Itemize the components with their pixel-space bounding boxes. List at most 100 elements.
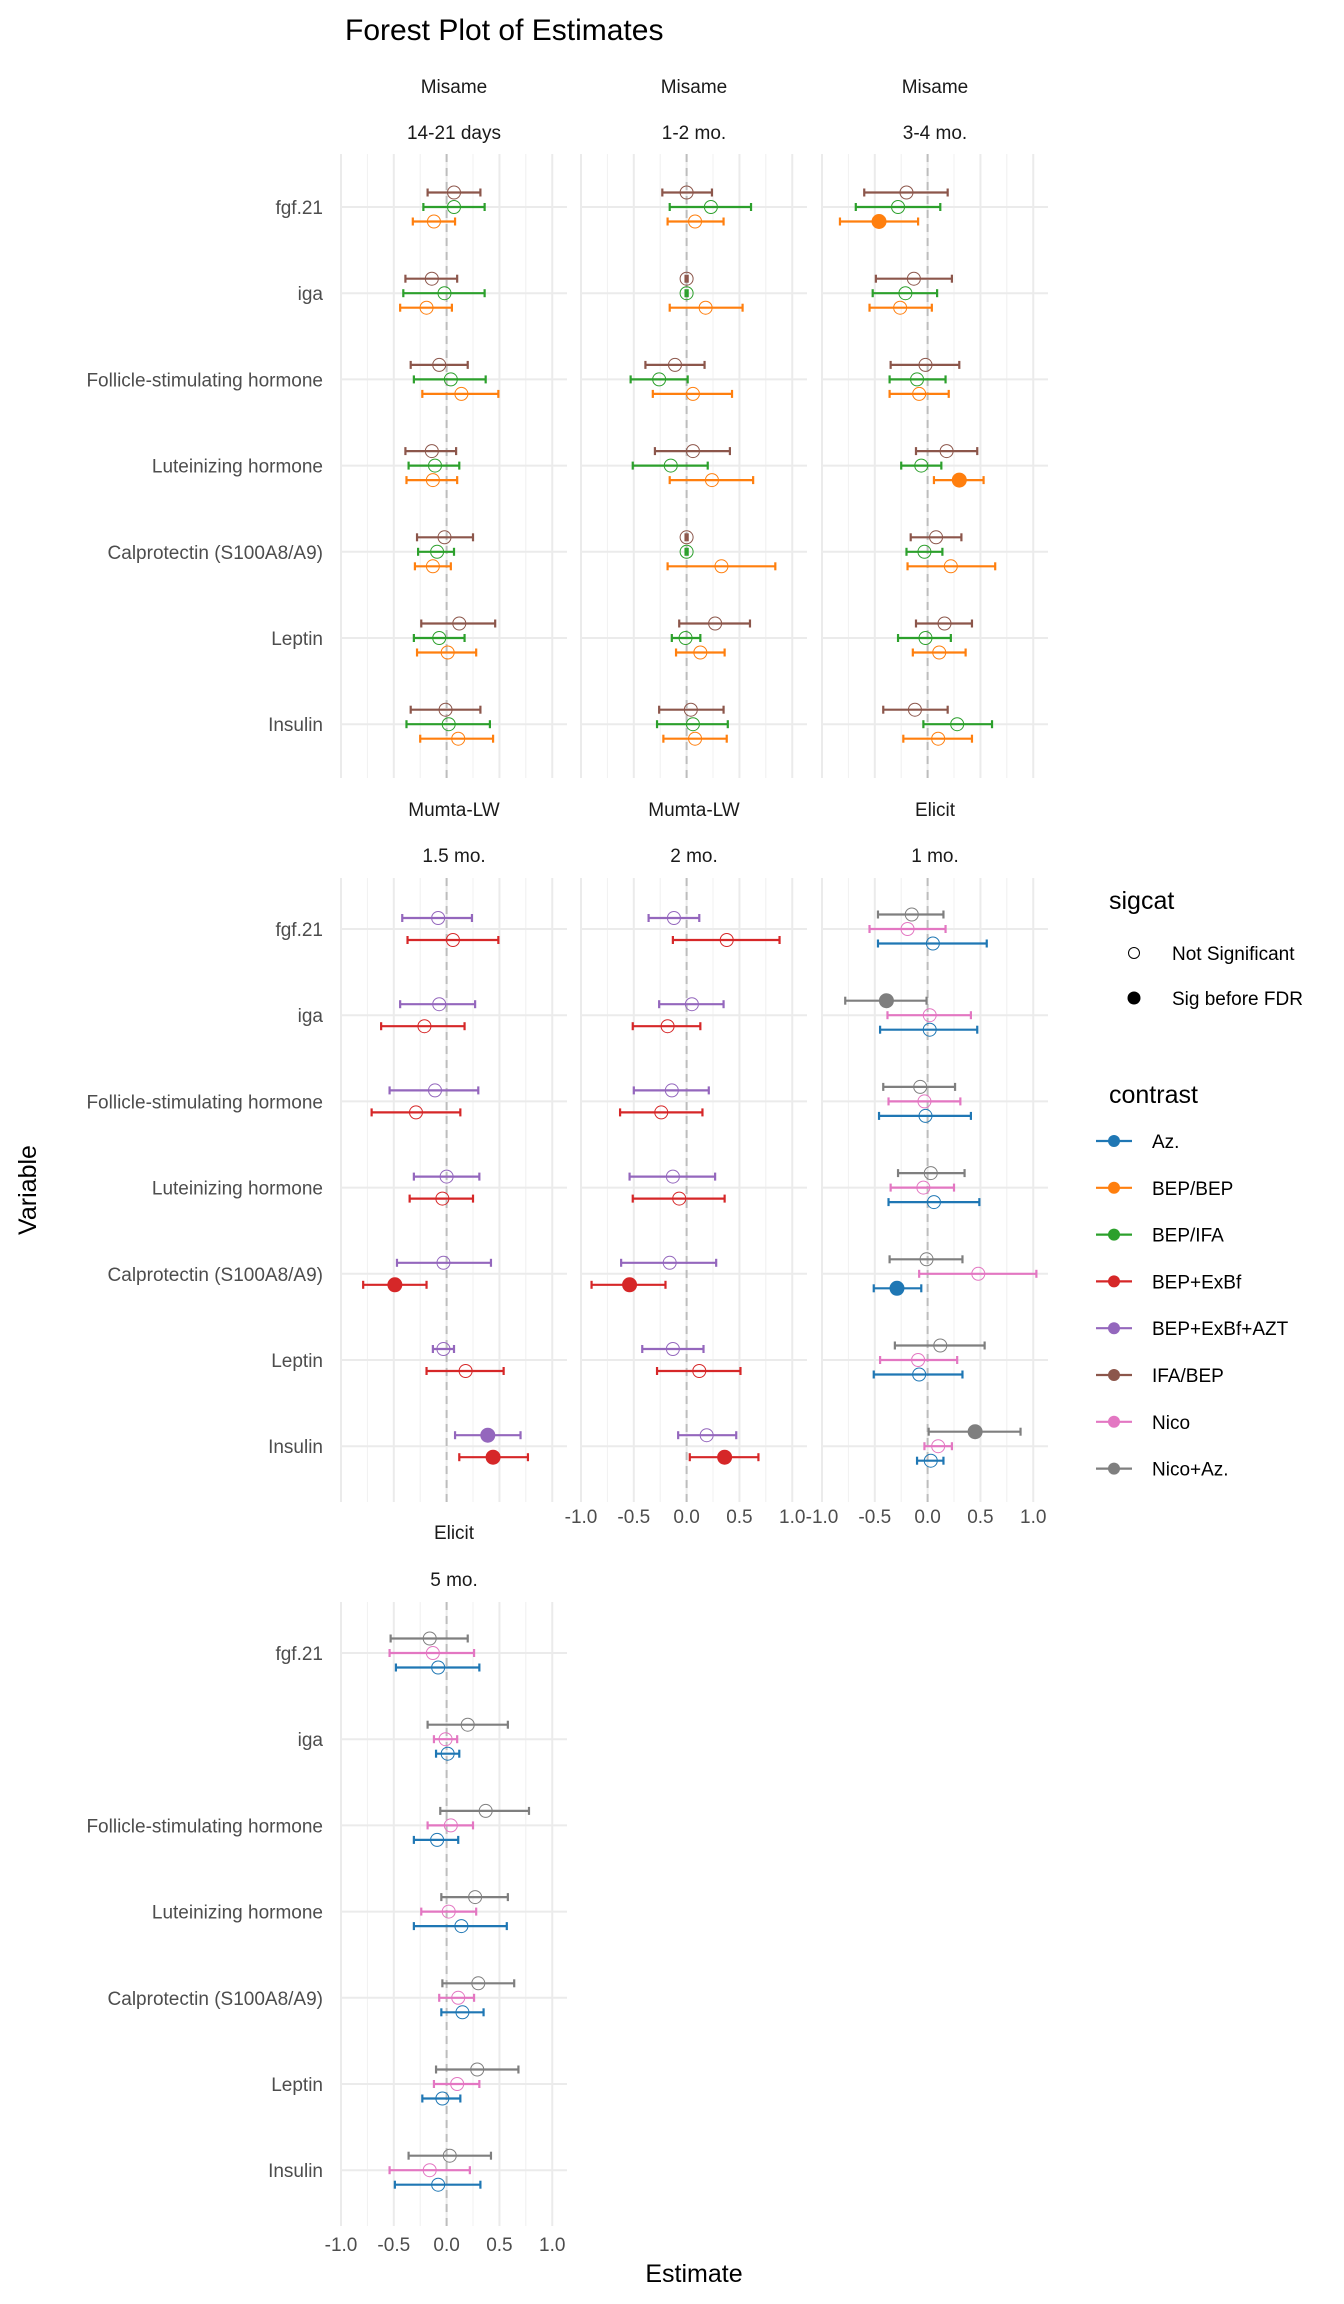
point-not-significant [436, 1255, 451, 1270]
y-tick-label: Leptin [271, 1351, 323, 1372]
panel-elicit-5-mo: Elicit 5 mo. [340, 1523, 567, 2226]
estimate-nico-iga [886, 1008, 973, 1023]
point-not-significant [440, 645, 455, 660]
estimate-az-leptin [421, 2091, 462, 2106]
estimate-bep-ifa-follicle-stimulating-hormone [629, 372, 689, 387]
point-not-significant [916, 1180, 931, 1195]
estimate-bep-exbf-luteinizing-hormone [631, 1191, 726, 1206]
estimate-nico-leptin [878, 1353, 959, 1367]
legend-label: IFA/BEP [1152, 1366, 1224, 1387]
estimate-nico-az-insulin [927, 1424, 1022, 1440]
panel-strip-timepoint: 3-4 mo. [903, 123, 967, 144]
estimate-bep-exbf-azt-leptin [431, 1342, 456, 1356]
y-tick-label: Insulin [268, 2161, 323, 2182]
point-not-significant [447, 200, 461, 214]
panel-strip-timepoint: 2 mo. [670, 846, 718, 867]
point-not-significant [468, 1890, 483, 1905]
legend-item-bep-bep: BEP/BEP [1096, 1179, 1233, 1200]
estimate-bep-bep-follicle-stimulating-hormone [888, 386, 950, 401]
point-not-significant [425, 473, 440, 488]
y-tick-label: Follicle-stimulating hormone [86, 370, 323, 391]
point-not-significant [923, 1453, 938, 1468]
y-tick-label: fgf.21 [275, 198, 323, 219]
point-not-significant [918, 1108, 933, 1123]
estimate-ifa-bep-insulin [882, 702, 949, 717]
estimate-ifa-bep-calprotectin-s100a8-a9 [909, 530, 963, 545]
estimate-nico-az-iga [426, 1717, 509, 1732]
legend-point-icon [1108, 1228, 1120, 1241]
point-not-significant [708, 616, 723, 631]
point-not-significant [654, 1105, 669, 1120]
estimate-ifa-bep-follicle-stimulating-hormone [409, 357, 469, 372]
x-tick-label: -1.0 [325, 2235, 358, 2256]
estimate-bep-ifa-insulin [405, 717, 492, 732]
estimate-az-follicle-stimulating-hormone [877, 1108, 973, 1123]
x-tick-label: 0.0 [914, 1507, 940, 1528]
point-not-significant [436, 1342, 451, 1356]
estimate-nico-insulin [388, 2163, 471, 2178]
point-not-significant [939, 444, 954, 459]
estimate-bep-exbf-follicle-stimulating-hormone [370, 1105, 462, 1120]
point-not-significant [438, 702, 453, 717]
filled-circle-icon [1127, 991, 1141, 1005]
legend-point-icon [1108, 1181, 1120, 1194]
point-not-significant [478, 1803, 493, 1818]
y-tick-label: iga [298, 1006, 324, 1027]
estimate-bep-exbf-azt-fgf-21 [647, 911, 701, 925]
estimate-bep-exbf-iga [631, 1019, 702, 1034]
estimate-az-calprotectin-s100a8-a9 [440, 2005, 485, 2020]
point-not-significant [450, 2077, 465, 2091]
y-tick-label: Luteinizing hormone [152, 1903, 323, 1924]
point-not-significant [925, 936, 940, 951]
legend-label: BEP+ExBf [1152, 1272, 1242, 1293]
estimate-bep-ifa-follicle-stimulating-hormone [412, 372, 487, 387]
estimate-bep-ifa-leptin [412, 631, 466, 645]
x-tick-label: 1.0 [539, 2235, 565, 2256]
x-tick-label: 0.5 [967, 1507, 993, 1528]
point-not-significant [447, 185, 461, 200]
point-significant [878, 993, 894, 1009]
point-not-significant [454, 386, 469, 401]
estimate-nico-az-insulin [407, 2148, 493, 2163]
estimate-nico-az-follicle-stimulating-hormone [882, 1079, 957, 1094]
point-not-significant [918, 357, 933, 372]
estimate-bep-ifa-calprotectin-s100a8-a9 [905, 544, 944, 559]
point-not-significant [699, 1428, 714, 1443]
panel-strip-study: Misame [421, 77, 488, 98]
estimate-bep-exbf-azt-calprotectin-s100a8-a9 [395, 1255, 493, 1270]
estimate-ifa-bep-follicle-stimulating-hormone [889, 357, 961, 372]
panel-misame-14-21-days: Misame 14-21 days [340, 77, 567, 778]
point-not-significant [912, 386, 927, 401]
point-not-significant [460, 1717, 475, 1732]
estimate-bep-bep-insulin [419, 731, 495, 746]
point-not-significant [683, 702, 698, 717]
point-not-significant [672, 1191, 687, 1206]
estimate-ifa-bep-luteinizing-hormone [653, 444, 732, 459]
point-not-significant [427, 1083, 442, 1098]
estimate-bep-exbf-fgf-21 [671, 933, 781, 947]
x-tick-label: 1.0 [1020, 1507, 1046, 1528]
estimate-bep-ifa-luteinizing-hormone [900, 458, 943, 473]
point-significant [871, 214, 887, 229]
estimate-bep-exbf-leptin [425, 1364, 505, 1378]
estimate-bep-bep-insulin [662, 731, 728, 746]
x-tick-label: 0.5 [726, 1507, 752, 1528]
estimate-ifa-bep-leptin [678, 616, 752, 631]
point-not-significant [451, 1990, 466, 2005]
estimate-bep-bep-iga [668, 300, 744, 315]
point-not-significant [663, 458, 678, 473]
legend-item-bep-exbf-azt: BEP+ExBf+AZT [1096, 1319, 1289, 1340]
legend-label: Not Significant [1172, 944, 1295, 965]
point-not-significant [679, 530, 694, 545]
estimate-bep-ifa-calprotectin-s100a8-a9 [679, 544, 694, 559]
point-not-significant [931, 1439, 946, 1454]
y-tick-label: Leptin [271, 629, 323, 650]
legend-point-icon [1108, 1369, 1120, 1381]
y-tick-label: Luteinizing hormone [152, 457, 323, 478]
estimate-ifa-bep-iga [874, 271, 953, 286]
point-not-significant [432, 357, 447, 372]
point-not-significant [435, 1191, 450, 1206]
estimate-nico-az-calprotectin-s100a8-a9 [441, 1976, 516, 1991]
point-not-significant [900, 922, 915, 936]
estimate-bep-ifa-fgf-21 [422, 200, 486, 214]
